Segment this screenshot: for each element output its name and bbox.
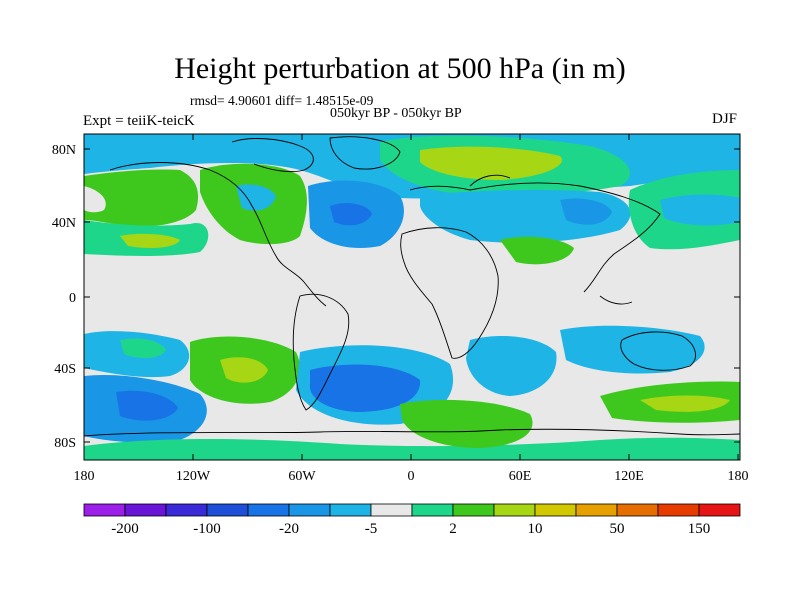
colorbar-label: -100 [193,521,221,537]
coast-canada-islands [231,138,314,173]
colorbar-swatch [329,503,372,517]
colorbar-label: 50 [610,521,625,537]
field-npacific-east-blue [660,194,740,226]
lat-label-40n: 40N [52,216,76,231]
coast-north-america [109,162,327,307]
field-npac-neutral [84,186,106,213]
lat-label-0: 0 [69,291,76,306]
colorbar-swatch [83,503,126,517]
lat-ticks [84,148,740,443]
colorbar-swatch [288,503,331,517]
field-spac-green1 [120,338,166,359]
stats-text: rmsd= 4.90601 diff= 1.48515e-09 [190,93,374,108]
colorbar-label: -20 [279,521,299,537]
lon-label-120e: 120E [614,469,644,484]
field-eurasia-yellow [420,146,562,180]
coast-eurasia [409,182,661,293]
season-label: DJF [712,111,738,127]
colorbar-swatch [616,503,659,517]
experiment-label: Expt = teiiK-teicK [83,113,195,129]
colorbar-swatch [370,503,413,517]
field-antarctic-green [84,437,740,460]
field-npacific-green [84,169,199,227]
lon-label-0: 0 [408,469,415,484]
field-natlantic-deep [330,203,372,226]
coast-antarctica [84,428,740,437]
coastlines [84,136,740,437]
lat-label-80s: 80S [54,436,76,451]
field-spacific-east-yellow [640,395,730,412]
lat-label-40s: 40S [54,362,76,377]
lat-label-80n: 80N [52,143,76,158]
field-arabia-green [500,236,574,265]
field-australia-blue [560,325,705,374]
colorbar-label: 150 [688,521,711,537]
field-spac-yellow [220,357,268,383]
colorbar-swatch [165,503,208,517]
lon-label-120w: 120W [176,469,211,484]
colorbar-swatch [493,503,536,517]
colorbar-swatch [247,503,290,517]
lon-label-180w: 180 [74,469,95,484]
lon-label-60w: 60W [288,469,316,484]
field-indian-green [400,399,533,448]
lon-label-180e: 180 [728,469,749,484]
plot-title: Height perturbation at 500 hPa (in m) [174,52,626,85]
colorbar-swatch [411,503,454,517]
colorbar-swatch [534,503,577,517]
field-spac-deep [116,390,178,421]
period-text: 050kyr BP - 050kyr BP [330,106,462,121]
field-pac-yellow [120,233,180,248]
colorbar-swatch [657,503,700,517]
coast-greenland [329,136,401,170]
colorbar-swatch [452,503,495,517]
colorbar-labels: -200 -100 -20 -5 2 10 50 150 [111,521,710,537]
colorbar-swatch [575,503,618,517]
coast-africa [400,227,499,359]
colorbar-label: 2 [449,521,457,537]
field-namerica-blue [236,184,276,211]
field-satlantic-deep [309,364,421,412]
colorbar-swatch [124,503,167,517]
coast-australia [620,331,697,371]
coast-south-america [292,293,350,411]
colorbar-label: -200 [111,521,139,537]
coast-indonesia [599,295,633,305]
lon-label-60e: 60E [509,469,532,484]
lon-ticks [83,134,739,460]
colorbar-swatch [698,503,741,517]
colorbar-label: 10 [528,521,543,537]
map-field [84,134,740,460]
field-asia-deep [560,198,612,225]
colorbar [83,503,741,517]
colorbar-label: -5 [365,521,378,537]
coast-scandinavia [469,174,511,187]
field-indian-blue [466,336,557,396]
colorbar-swatch [206,503,249,517]
